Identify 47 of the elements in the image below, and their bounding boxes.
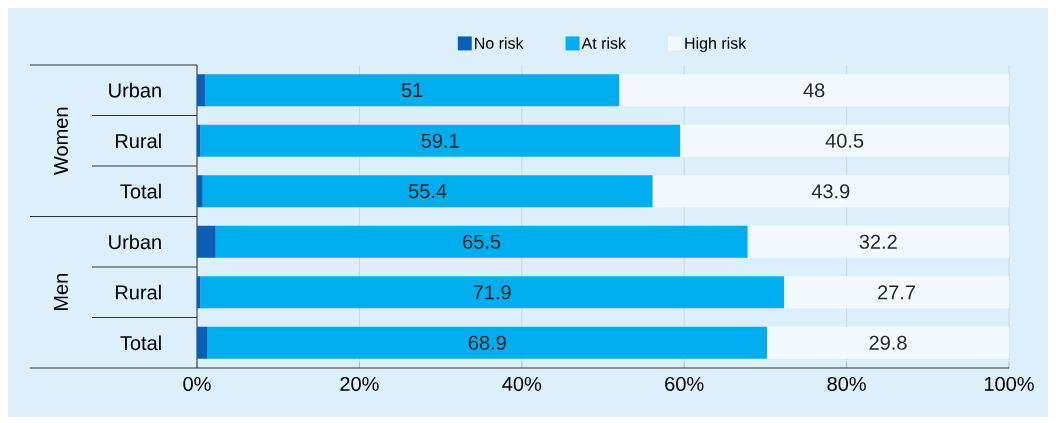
y-tick-label: Total: [120, 335, 161, 351]
bar: [207, 326, 768, 359]
text: Women: [54, 107, 68, 175]
legend-label: High risk: [685, 37, 747, 53]
data-label: 27.7: [878, 285, 915, 300]
bar: [784, 276, 1010, 309]
x-tick-label: 40%: [502, 376, 542, 392]
bar: [197, 276, 201, 309]
bar: [767, 326, 1010, 359]
x-tick-label: 100%: [984, 376, 1034, 392]
bar: [197, 326, 208, 359]
bar: [202, 175, 653, 208]
data-label: 68.9: [468, 335, 506, 350]
legend-label: At risk: [581, 37, 626, 49]
data-label: 59.1: [421, 133, 459, 148]
data-label: 71.9: [473, 285, 511, 300]
bar: [747, 225, 1010, 258]
x-tick-label: 20%: [340, 376, 379, 392]
text: Men: [54, 274, 68, 310]
x-tick-label: 80%: [827, 376, 866, 392]
bar: [200, 276, 785, 309]
y-tick-label: Urban: [109, 234, 161, 250]
y-tick-label: Rural: [115, 284, 161, 300]
bar: [215, 225, 748, 258]
bar: [619, 74, 1010, 107]
data-label: 32.2: [859, 234, 897, 249]
bar: [200, 124, 681, 157]
bar: [197, 175, 203, 208]
legend-label: No risk: [475, 37, 524, 49]
y-tick-label: Urban: [109, 82, 161, 98]
data-label: 48: [803, 83, 825, 98]
y-tick-label: Total: [120, 183, 161, 199]
x-tick-label: 60%: [665, 376, 704, 392]
bar: [197, 124, 201, 157]
data-label: 43.9: [811, 184, 850, 199]
bar: [197, 74, 206, 107]
x-tick-label: 0%: [183, 376, 211, 392]
data-label: 65.5: [463, 234, 501, 249]
data-label: 29.8: [869, 335, 907, 350]
bar: [652, 175, 1010, 208]
bar: [197, 225, 216, 258]
bar: [205, 74, 620, 107]
bar: [680, 124, 1010, 157]
data-label: 51: [401, 83, 423, 98]
data-label: 40.5: [825, 133, 864, 148]
data-label: 55.4: [408, 184, 447, 199]
y-tick-label: Rural: [115, 133, 161, 149]
